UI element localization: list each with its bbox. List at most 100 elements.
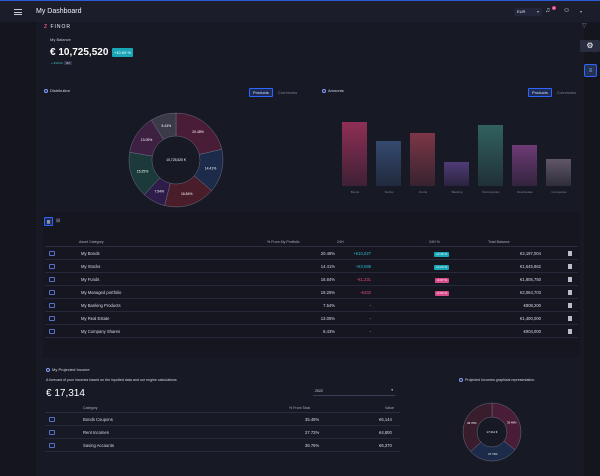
- gear-icon[interactable]: ⚙: [580, 40, 600, 52]
- projected-row[interactable]: Saving Accounts 36.76% €6,370: [45, 439, 400, 452]
- amount-bar[interactable]: [342, 121, 367, 186]
- balance-value: € 10,725,520: [50, 47, 109, 58]
- asset-24h-pct: +0.20 %: [433, 265, 449, 270]
- year-select[interactable]: 2022 ▾: [313, 388, 395, 396]
- balance-pct-badge: +10.69 %: [112, 48, 134, 57]
- asset-24h: -€1,231: [356, 277, 371, 282]
- trash-icon[interactable]: [568, 316, 572, 321]
- asset-24h-pct: -0.07 %: [434, 278, 449, 283]
- hamburger-menu-icon[interactable]: [14, 9, 22, 15]
- balance-label: My Balance: [50, 37, 71, 42]
- change-period-badge: 3M: [63, 61, 72, 65]
- trash-icon[interactable]: [568, 290, 572, 295]
- asset-icon: [49, 303, 55, 308]
- amount-bar-label: Real Estate: [517, 190, 533, 194]
- trash-icon[interactable]: [568, 329, 572, 334]
- currency-value: EUR: [517, 9, 526, 14]
- col-category: Asset Category: [79, 240, 104, 244]
- bar-chart-icon: [322, 89, 326, 93]
- table-row[interactable]: My Company Shares 8.43% - €904,000: [45, 325, 578, 338]
- assets-table: Asset Category % From My Portfolio 24H 2…: [45, 237, 578, 338]
- projected-graph-title: Projected Incomes graphical representati…: [459, 378, 534, 382]
- distribution-slice-label: 20.48%: [192, 130, 204, 134]
- amount-bar[interactable]: [512, 144, 537, 186]
- sidebar: [0, 22, 36, 476]
- distribution-slice-label: 13.05%: [141, 138, 153, 142]
- table-row[interactable]: My Bonds 20.48% +€10,027 +0.46 % €2,197,…: [45, 247, 578, 260]
- table-row[interactable]: My Managed portfolio 19.25% -€432 -0.02 …: [45, 286, 578, 299]
- notification-badge: 2: [552, 6, 556, 10]
- distribution-slice-label: 14.41%: [205, 166, 217, 170]
- asset-24h-pct: +0.46 %: [433, 252, 449, 257]
- asset-icon: [49, 264, 55, 269]
- amount-bar[interactable]: [546, 159, 571, 186]
- col-total: Total Balance: [488, 240, 510, 244]
- amount-bar[interactable]: [410, 133, 435, 186]
- income-pct: 35.48%: [305, 417, 320, 422]
- trash-icon[interactable]: [568, 277, 572, 282]
- balance-change: + €10,00 3M: [51, 61, 72, 65]
- amount-bar[interactable]: [478, 125, 503, 186]
- amount-bar[interactable]: [444, 162, 469, 186]
- amounts-toggle[interactable]: Products Currencies: [528, 88, 576, 97]
- tab-currencies[interactable]: Currencies: [277, 90, 298, 95]
- chevron-down-icon[interactable]: ▾: [580, 9, 583, 14]
- tab-products[interactable]: Products: [528, 88, 552, 97]
- projected-slice[interactable]: [462, 402, 493, 452]
- currency-select[interactable]: EUR ▾: [514, 8, 542, 16]
- income-icon: [49, 443, 55, 448]
- income-pct: 27.72%: [305, 430, 320, 435]
- chevron-down-icon: ▾: [536, 9, 539, 14]
- amount-bar-label: Stocks: [384, 190, 394, 194]
- projected-table-header: Category % From Total Value: [45, 404, 400, 413]
- projected-title: My Projected Income: [46, 367, 90, 372]
- distribution-toggle[interactable]: Products Currencies: [249, 88, 297, 97]
- asset-pct: 20.48%: [320, 251, 335, 256]
- asset-icon: [49, 290, 55, 295]
- brand-logo: Z FINOR: [44, 24, 72, 30]
- income-name: Rent Incomes: [83, 430, 109, 435]
- tab-products[interactable]: Products: [249, 88, 273, 97]
- table-row[interactable]: My Funds 16.84% -€1,231 -0.07 % €1,805,7…: [45, 273, 578, 286]
- table-row[interactable]: My Banking Products 7.54% - €808,200: [45, 299, 578, 312]
- trash-icon[interactable]: [568, 251, 572, 256]
- amount-bar-label: Bonds: [350, 190, 360, 194]
- income-name: Bonds Coupons: [83, 417, 113, 422]
- col-pct: % From My Portfolio: [267, 240, 300, 244]
- grid-view-button[interactable]: ⊞: [56, 218, 61, 224]
- tab-currencies[interactable]: Currencies: [556, 90, 577, 95]
- trash-icon[interactable]: [568, 303, 572, 308]
- distribution-slice[interactable]: [151, 112, 177, 140]
- amount-bar[interactable]: [376, 140, 401, 186]
- amount-bar-label: Funds: [418, 190, 428, 194]
- income-icon: [49, 430, 55, 435]
- distribution-donut-chart: 20.48% 14.41% 16.84% 7.54% 15.25% 13.05% 8.43%…: [128, 112, 224, 208]
- asset-pct: 14.41%: [320, 264, 335, 269]
- table-view-button[interactable]: ▥: [44, 217, 53, 226]
- col-24h: 24H: [337, 240, 344, 244]
- asset-icon: [49, 251, 55, 256]
- table-row[interactable]: My Stocks 14.41% +€3,088 +0.20 % €1,545,…: [45, 260, 578, 273]
- projected-row[interactable]: Bonds Coupons 35.48% €6,144: [45, 413, 400, 426]
- chevron-down-icon: ▾: [391, 388, 393, 392]
- col-24h-pct: 24H %: [429, 240, 440, 244]
- asset-name: My Funds: [81, 277, 100, 282]
- asset-total: €904,000: [523, 329, 541, 334]
- user-icon[interactable]: ☺: [563, 7, 571, 14]
- asset-icon: [49, 329, 55, 334]
- projected-slice[interactable]: [491, 402, 522, 451]
- filter-icon[interactable]: ▽: [582, 23, 587, 29]
- asset-pct: 7.54%: [323, 303, 335, 308]
- asset-name: My Stocks: [81, 264, 101, 269]
- projected-center-label: 17,314 €: [487, 430, 498, 434]
- bell-icon[interactable]: ♫: [545, 7, 551, 14]
- pie-icon: [459, 378, 463, 382]
- table-row[interactable]: My Real Estate 13.05% - €1,400,000: [45, 312, 578, 325]
- projected-table: Category % From Total Value Bonds Coupon…: [45, 404, 400, 452]
- income-value: €6,370: [379, 443, 392, 448]
- stack-icon[interactable]: ≡: [584, 64, 597, 77]
- projected-row[interactable]: Rent Incomes 27.72% €4,800: [45, 426, 400, 439]
- trash-icon[interactable]: [568, 264, 572, 269]
- distribution-slice-label: 16.84%: [181, 192, 193, 196]
- asset-pct: 19.25%: [320, 290, 335, 295]
